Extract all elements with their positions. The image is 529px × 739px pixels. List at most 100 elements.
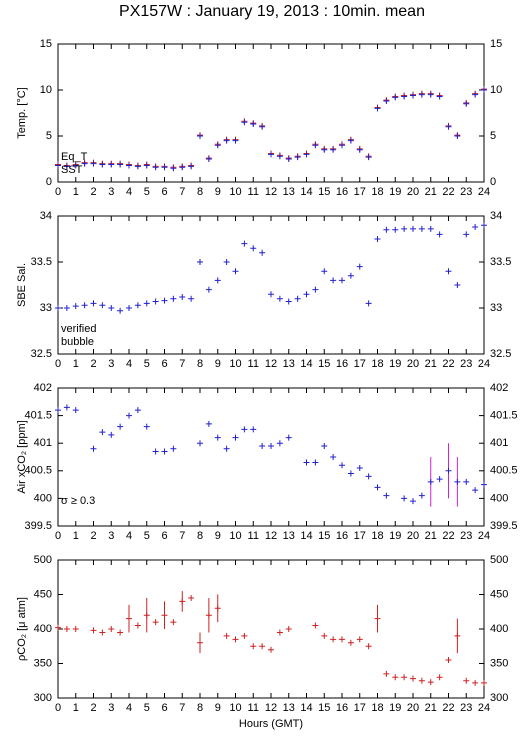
y-axis-label: SBE Sal. bbox=[16, 263, 28, 307]
point bbox=[134, 302, 141, 309]
y-tick-label: 401 bbox=[490, 437, 508, 449]
point bbox=[232, 137, 239, 144]
point bbox=[436, 674, 443, 681]
x-tick-label: 11 bbox=[248, 530, 259, 542]
y-tick-label: 400.5 bbox=[24, 465, 52, 477]
x-tick-label: 20 bbox=[407, 530, 419, 542]
point bbox=[179, 293, 186, 300]
point bbox=[197, 440, 203, 447]
x-tick-label: 0 bbox=[55, 702, 61, 714]
y-tick-label: 33.5 bbox=[31, 256, 52, 268]
x-tick-label: 7 bbox=[179, 358, 185, 370]
point bbox=[347, 470, 354, 477]
y-tick-label: 5 bbox=[490, 130, 496, 142]
x-tick-label: 7 bbox=[179, 186, 185, 198]
x-tick-label: 12 bbox=[265, 358, 277, 370]
y-axis-label: Air xCO₂ [ppm] bbox=[16, 420, 28, 493]
y-tick-label: 400.5 bbox=[490, 465, 518, 477]
y-tick-label: 300 bbox=[490, 692, 508, 704]
point bbox=[223, 259, 230, 265]
point bbox=[312, 459, 319, 466]
point bbox=[188, 163, 195, 170]
point bbox=[436, 231, 443, 238]
point bbox=[418, 91, 425, 98]
x-tick-label: 14 bbox=[300, 702, 312, 714]
x-tick-label: 23 bbox=[460, 358, 472, 370]
point bbox=[330, 454, 337, 460]
x-tick-label: 1 bbox=[73, 702, 79, 714]
point bbox=[365, 300, 372, 307]
point bbox=[356, 146, 363, 153]
point bbox=[143, 612, 150, 619]
point bbox=[143, 162, 150, 169]
point bbox=[134, 407, 141, 414]
x-tick-label: 6 bbox=[161, 358, 167, 370]
plot-frame bbox=[57, 43, 485, 183]
point bbox=[188, 594, 195, 601]
point bbox=[392, 226, 399, 233]
point bbox=[241, 240, 248, 247]
point bbox=[321, 632, 328, 639]
point bbox=[179, 164, 186, 171]
point bbox=[463, 478, 470, 485]
point bbox=[250, 245, 257, 252]
point bbox=[383, 98, 390, 105]
x-tick-label: 13 bbox=[283, 358, 295, 370]
point bbox=[383, 226, 390, 233]
point bbox=[223, 445, 230, 452]
x-tick-label: 6 bbox=[161, 702, 167, 714]
x-tick-label: 9 bbox=[215, 530, 221, 542]
point bbox=[472, 91, 479, 98]
x-tick-label: 19 bbox=[389, 702, 401, 714]
y-tick-label: 400 bbox=[490, 623, 508, 635]
y-tick-label: 32.5 bbox=[490, 348, 511, 360]
point bbox=[241, 119, 248, 126]
y-tick-label: 401 bbox=[34, 437, 52, 449]
point bbox=[276, 295, 283, 302]
point bbox=[321, 268, 328, 275]
point bbox=[170, 445, 177, 452]
point bbox=[445, 123, 452, 130]
point bbox=[81, 160, 88, 167]
point bbox=[214, 605, 221, 612]
point bbox=[410, 675, 416, 682]
point bbox=[205, 286, 212, 293]
point bbox=[223, 137, 230, 144]
point bbox=[276, 440, 283, 447]
point bbox=[285, 626, 292, 632]
x-tick-label: 14 bbox=[300, 186, 312, 198]
point bbox=[436, 476, 443, 483]
x-tick-label: 0 bbox=[55, 530, 61, 542]
x-tick-label: 24 bbox=[478, 186, 490, 198]
point bbox=[170, 165, 177, 172]
point bbox=[108, 431, 115, 438]
x-tick-label: 22 bbox=[442, 702, 454, 714]
point bbox=[72, 162, 79, 169]
point bbox=[339, 277, 345, 284]
x-tick-label: 13 bbox=[283, 186, 295, 198]
x-tick-label: 17 bbox=[354, 530, 366, 542]
x-tick-label: 20 bbox=[407, 358, 419, 370]
x-tick-label: 3 bbox=[108, 702, 114, 714]
y-tick-label: 10 bbox=[40, 84, 52, 96]
point bbox=[365, 473, 372, 480]
point bbox=[356, 263, 363, 270]
x-tick-label: 16 bbox=[336, 530, 348, 542]
point bbox=[232, 434, 239, 441]
point bbox=[241, 632, 248, 639]
point bbox=[445, 467, 452, 474]
x-tick-label: 5 bbox=[144, 530, 150, 542]
y-tick-label: 15 bbox=[490, 38, 502, 50]
legend-label: verified bbox=[61, 323, 96, 335]
point bbox=[55, 407, 61, 414]
point bbox=[205, 612, 212, 619]
y-tick-label: 450 bbox=[490, 588, 508, 600]
y-tick-label: 15 bbox=[40, 38, 52, 50]
y-tick-label: 400 bbox=[490, 492, 508, 504]
point bbox=[454, 478, 461, 485]
point bbox=[90, 445, 97, 452]
x-axis-label: Hours (GMT) bbox=[239, 718, 303, 730]
point bbox=[63, 626, 70, 632]
x-tick-label: 24 bbox=[478, 702, 490, 714]
point bbox=[339, 142, 345, 149]
